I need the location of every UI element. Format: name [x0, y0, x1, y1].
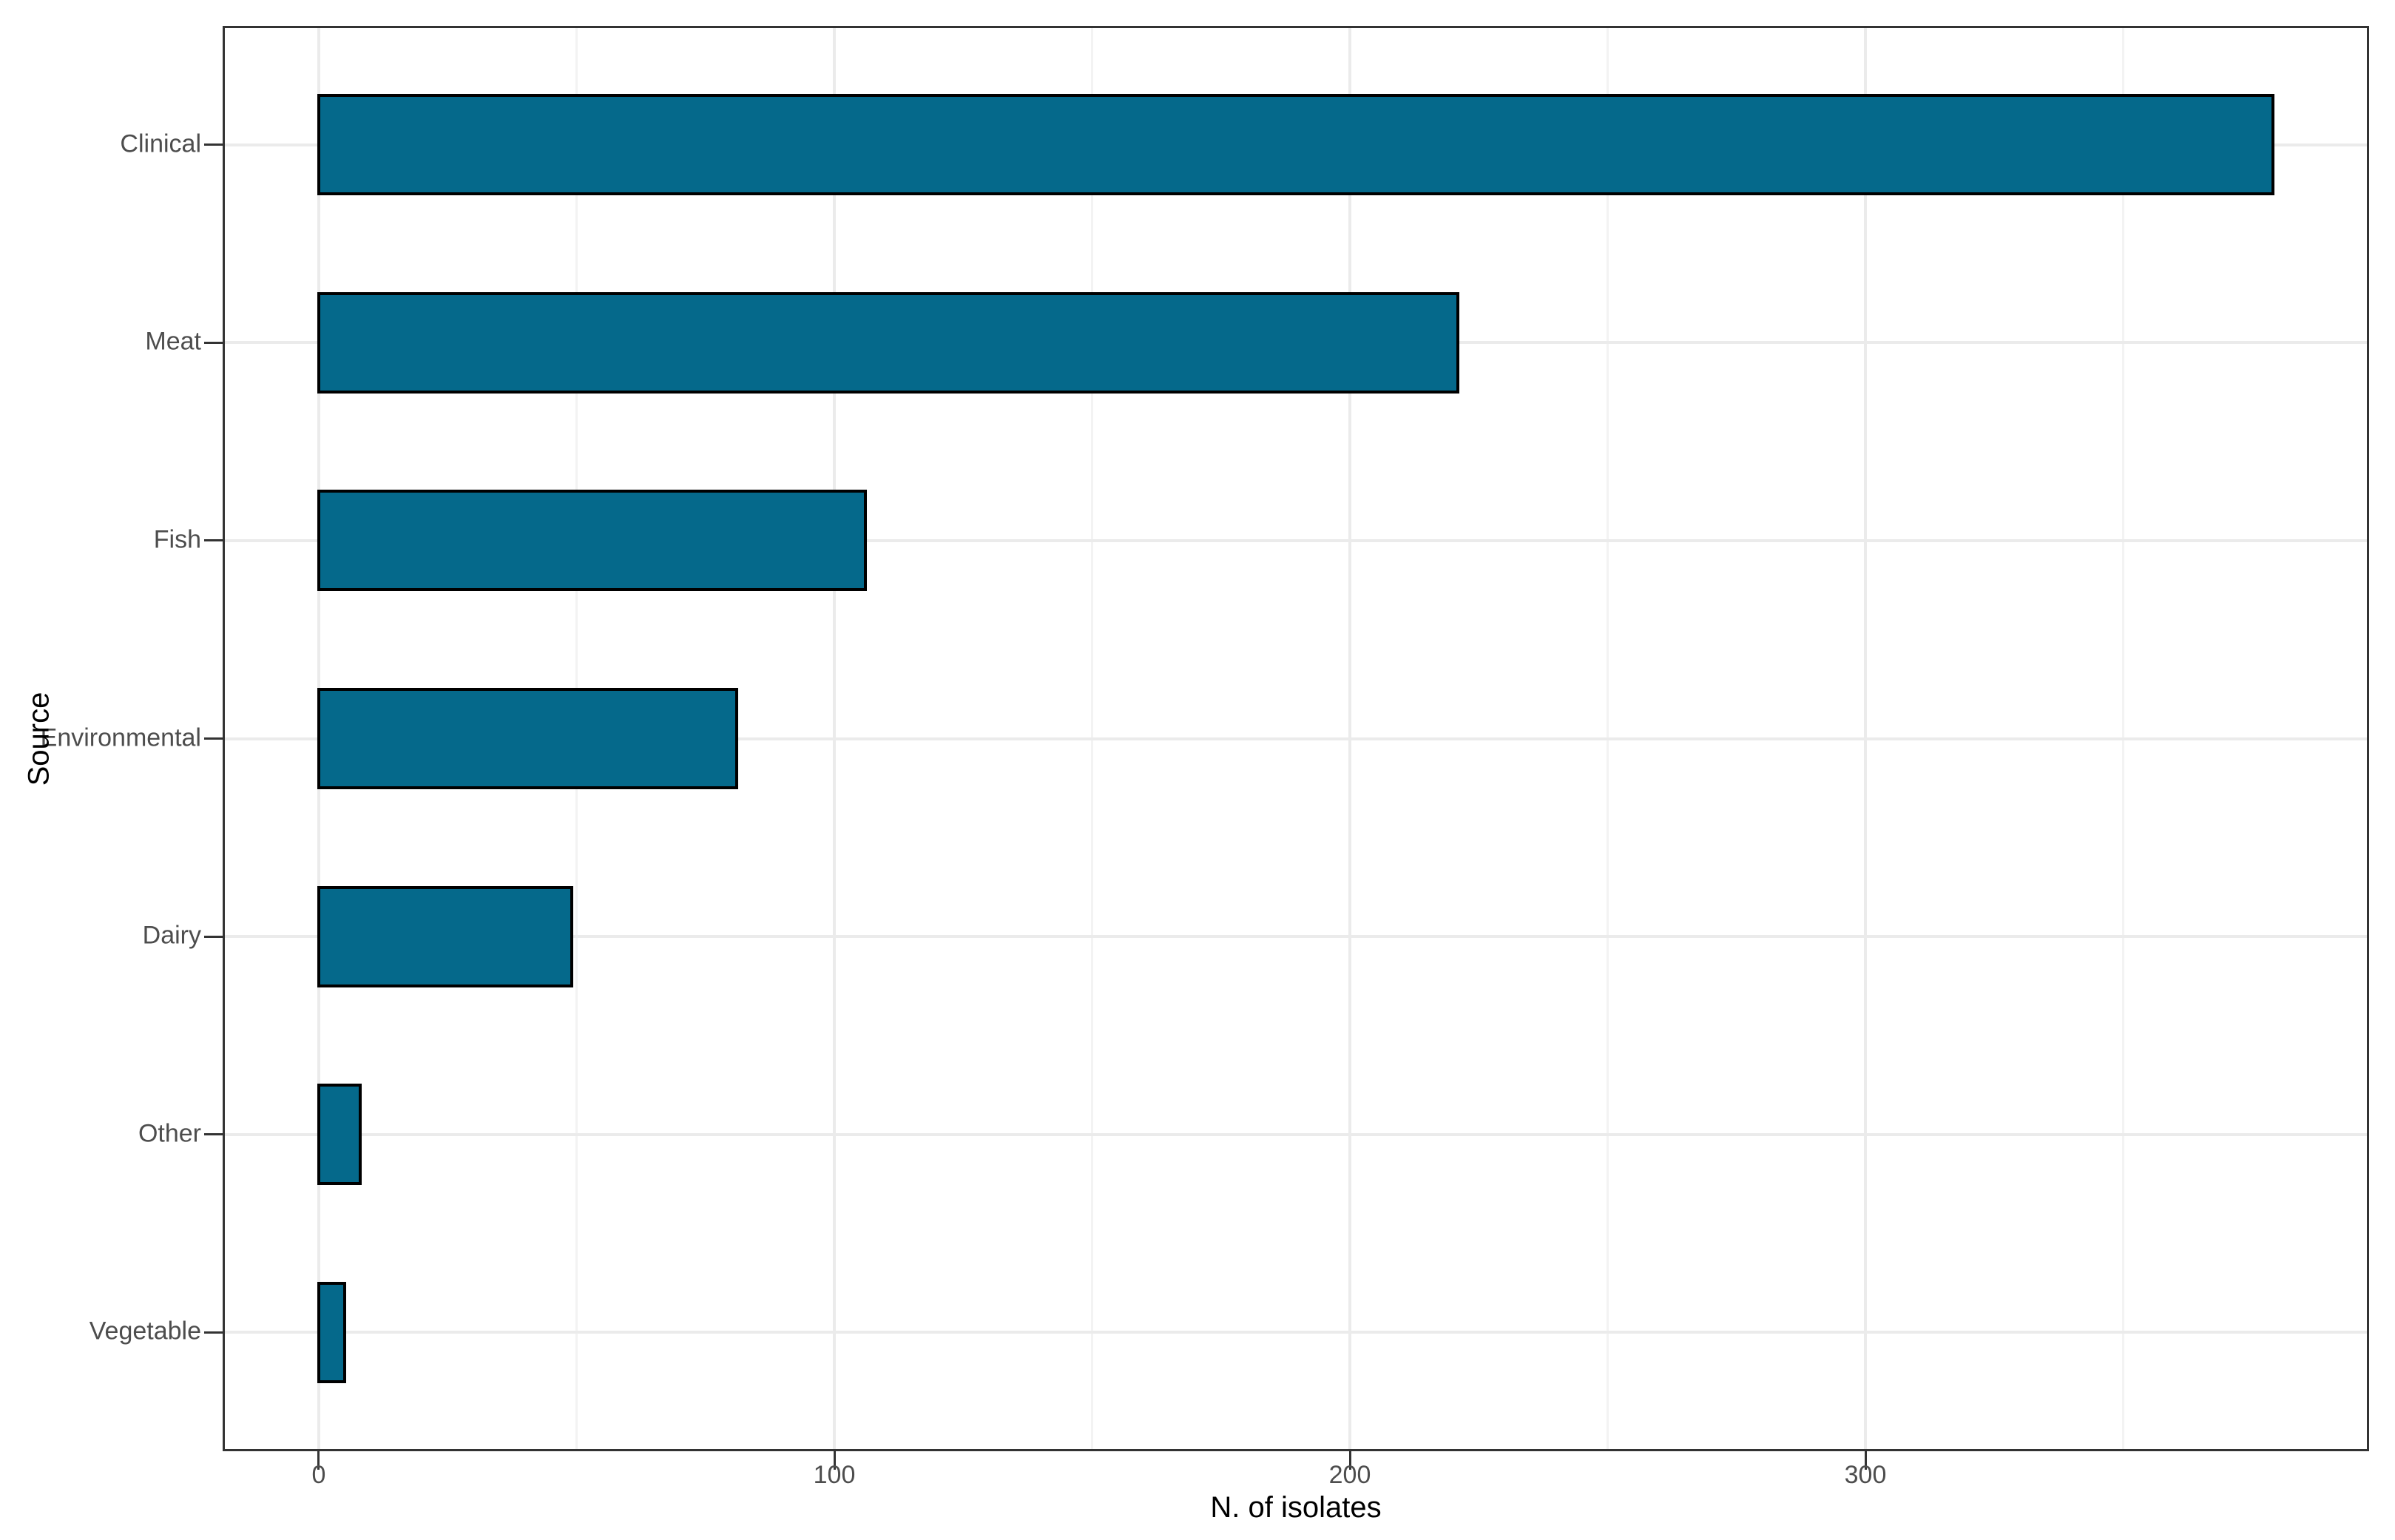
x-tick-mark	[833, 1451, 836, 1470]
bar-dairy	[317, 885, 573, 987]
y-tick-mark	[204, 737, 223, 740]
y-tick-label-environmental: Environmental	[40, 723, 201, 752]
bar-other	[317, 1084, 362, 1186]
gridline-major-horizontal	[223, 1132, 2369, 1136]
bar-meat	[317, 291, 1460, 394]
bar-clinical	[317, 94, 2274, 196]
bar-fish	[317, 490, 867, 592]
y-tick-mark	[204, 143, 223, 146]
y-tick-label-meat: Meat	[145, 327, 201, 356]
y-tick-label-clinical: Clinical	[120, 129, 201, 158]
x-tick-mark	[317, 1451, 320, 1470]
x-tick-label-200: 200	[1328, 1461, 1371, 1489]
y-axis-title: Source	[22, 692, 55, 786]
bar-vegetable	[317, 1281, 346, 1383]
gridline-major-horizontal	[223, 737, 2369, 740]
y-tick-label-fish: Fish	[153, 525, 201, 554]
gridline-major-horizontal	[223, 935, 2369, 939]
y-tick-label-vegetable: Vegetable	[89, 1317, 201, 1346]
x-tick-mark	[1348, 1451, 1351, 1470]
y-tick-label-other: Other	[138, 1119, 201, 1148]
x-tick-label-300: 300	[1844, 1461, 1887, 1489]
y-tick-mark	[204, 935, 223, 938]
y-tick-mark	[204, 1331, 223, 1334]
x-tick-mark	[1864, 1451, 1867, 1470]
x-tick-label-0: 0	[311, 1461, 326, 1489]
y-tick-mark	[204, 1133, 223, 1136]
y-tick-mark	[204, 539, 223, 542]
gridline-major-horizontal	[223, 538, 2369, 542]
gridline-major-horizontal	[223, 1331, 2369, 1334]
y-tick-label-dairy: Dairy	[142, 921, 201, 950]
plot-panel	[223, 26, 2369, 1451]
y-tick-mark	[204, 341, 223, 344]
bar-environmental	[317, 688, 738, 789]
x-axis-title: N. of isolates	[1210, 1491, 1382, 1524]
x-tick-label-100: 100	[813, 1461, 856, 1489]
